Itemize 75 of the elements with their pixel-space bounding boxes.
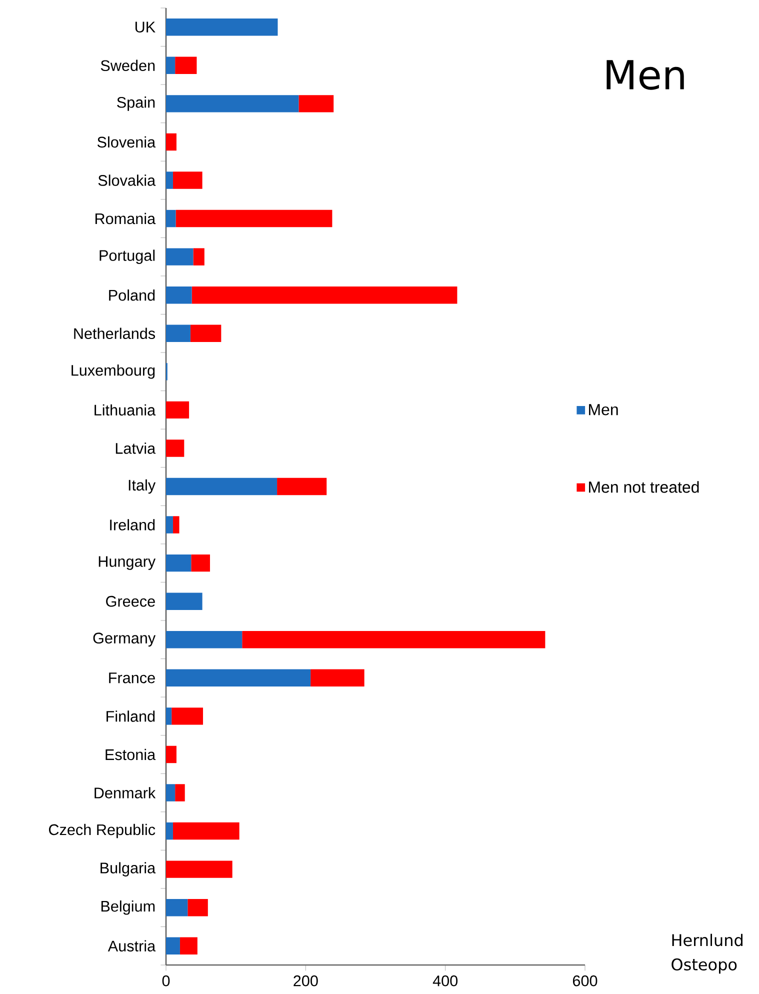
legend-label: Men not treated — [589, 481, 699, 493]
bar — [166, 401, 190, 419]
bar — [193, 248, 204, 266]
bar — [166, 822, 173, 840]
bar — [188, 898, 208, 916]
bar — [166, 324, 190, 342]
y-tick-label: Austria — [108, 940, 156, 952]
y-tick-label: Spain — [117, 96, 155, 111]
bar — [166, 210, 176, 228]
text: Osteopo — [672, 958, 737, 974]
bar — [166, 592, 202, 610]
bar — [310, 669, 364, 687]
bar — [166, 937, 180, 954]
x-tick-label: 200 — [294, 975, 318, 986]
y-tick-label: Italy — [128, 479, 156, 494]
y-tick-label: Portugal — [100, 250, 155, 264]
bar — [192, 286, 458, 304]
bar — [166, 708, 172, 725]
x-tick-label: 600 — [572, 975, 598, 986]
y-tick-label: UK — [135, 22, 156, 32]
bar — [166, 133, 176, 151]
y-tick-label: Slovakia — [98, 174, 156, 186]
bar — [172, 822, 240, 840]
bar — [166, 631, 242, 648]
bar — [166, 516, 173, 534]
bar — [166, 95, 299, 112]
bar — [166, 554, 192, 572]
y-tick-label: Bulgaria — [100, 862, 156, 876]
y-tick-label: Lithuania — [94, 404, 156, 416]
y-tick-label: Slovenia — [97, 136, 156, 148]
y-tick-label: Romania — [95, 212, 156, 224]
y-tick-label: Sweden — [100, 60, 155, 72]
text: Hernlund — [672, 934, 742, 946]
bar — [277, 478, 327, 496]
y-tick-label: Hungary — [98, 556, 156, 570]
bar — [166, 784, 176, 802]
bar — [180, 937, 198, 954]
y-tick-label: Greece — [106, 596, 155, 607]
bar — [166, 898, 188, 916]
bar — [166, 248, 194, 266]
bar — [172, 516, 180, 534]
y-tick-label: Netherlands — [74, 328, 156, 340]
x-tick-label: 0 — [162, 975, 170, 986]
y-tick-label: Ireland — [110, 519, 155, 530]
bar — [166, 172, 173, 189]
y-tick-label: Belgium — [101, 900, 155, 915]
bar — [166, 478, 278, 496]
bar — [190, 324, 222, 342]
bar — [176, 210, 332, 228]
y-tick-label: France — [109, 672, 155, 684]
x-tick-label: 400 — [432, 975, 458, 986]
y-tick-label: Estonia — [106, 748, 156, 760]
bar — [166, 669, 311, 687]
bar — [175, 56, 197, 74]
y-tick-label: Latvia — [116, 442, 156, 454]
text: Men — [606, 60, 684, 90]
bar — [166, 18, 278, 36]
y-tick-label: Poland — [109, 289, 155, 301]
bar — [166, 440, 184, 457]
bar — [172, 708, 204, 725]
bar — [166, 746, 176, 764]
y-tick-label: Luxembourg — [72, 364, 155, 379]
y-tick-label: Denmark — [94, 787, 156, 798]
bar — [175, 784, 185, 802]
bar — [166, 56, 176, 74]
bar — [166, 286, 192, 304]
y-tick-label: Finland — [106, 710, 155, 722]
bar — [172, 172, 202, 189]
legend-label: Men — [589, 404, 618, 416]
y-tick-label: Czech Republic — [48, 824, 156, 838]
bar — [166, 860, 232, 878]
bar — [242, 631, 546, 648]
bar — [191, 554, 210, 572]
bar — [298, 95, 334, 112]
y-tick-label: Germany — [93, 632, 156, 647]
